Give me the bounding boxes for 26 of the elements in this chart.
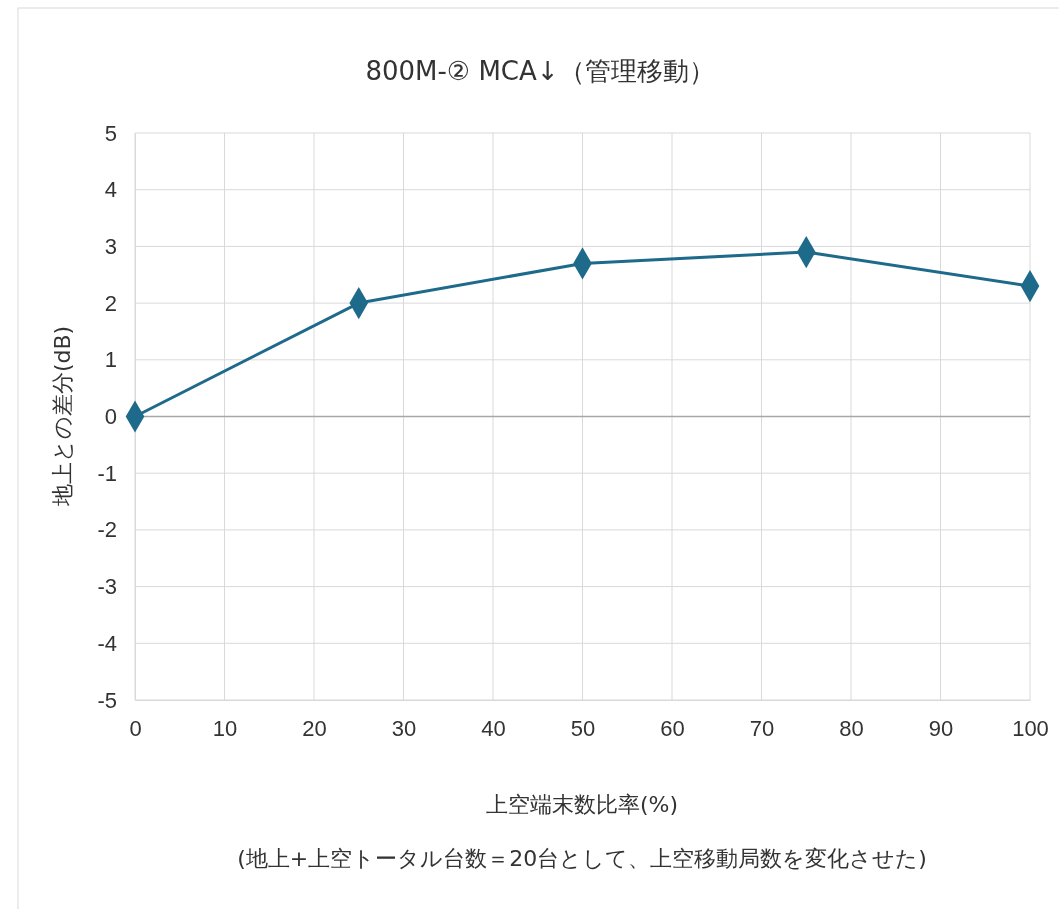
- y-tick-label: -5: [97, 687, 117, 713]
- x-tick-label: 50: [570, 715, 596, 741]
- x-tick-label: 90: [928, 715, 954, 741]
- x-tick-label: 60: [660, 715, 685, 741]
- x-tick-label: 100: [1012, 715, 1049, 741]
- y-tick-label: 5: [104, 120, 117, 146]
- chart-title: 800M-② MCA↓（管理移動）: [365, 56, 715, 86]
- y-tick-label: -3: [97, 574, 117, 600]
- y-tick-label: 4: [104, 177, 117, 203]
- y-axis-title: 地上との差分(dB): [50, 325, 75, 508]
- x-tick-label: 40: [481, 715, 506, 741]
- y-tick-label: -1: [97, 460, 117, 486]
- y-tick-label: -4: [97, 630, 117, 656]
- x-tick-label: 0: [129, 715, 142, 741]
- x-tick-label: 70: [749, 715, 775, 741]
- y-tick-label: -2: [97, 517, 117, 543]
- x-tick-label: 20: [302, 715, 327, 741]
- x-tick-label: 10: [212, 715, 238, 741]
- y-tick-label: 2: [104, 290, 117, 316]
- text: (地上+上空トータル台数＝20台として、上空移動局数を変化させた): [237, 846, 927, 871]
- y-tick-label: 1: [104, 347, 117, 373]
- x-axis-title: 上空端末数比率(%): [485, 792, 679, 817]
- y-tick-label: 0: [104, 404, 117, 430]
- y-tick-label: 3: [104, 233, 117, 259]
- x-tick-label: 30: [391, 715, 417, 741]
- x-tick-label: 80: [839, 715, 864, 741]
